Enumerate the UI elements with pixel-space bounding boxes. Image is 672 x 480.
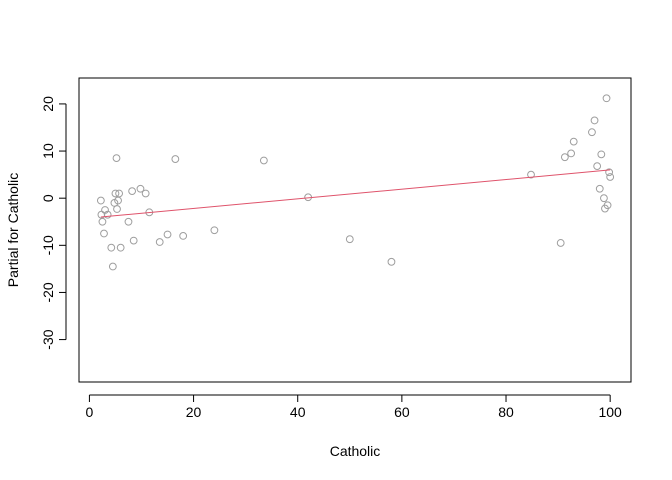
- data-point: [98, 217, 107, 226]
- x-tick-label: 80: [498, 404, 514, 420]
- data-point: [116, 243, 125, 252]
- data-point: [603, 201, 612, 210]
- y-tick-label: 20: [40, 96, 56, 112]
- data-point: [556, 239, 565, 247]
- data-point: [602, 94, 611, 103]
- data-point: [129, 236, 138, 245]
- y-tick-label: -10: [40, 235, 56, 255]
- data-point: [606, 173, 615, 181]
- x-tick-label: 60: [394, 404, 410, 420]
- data-point: [101, 206, 109, 214]
- plot-frame: [78, 77, 632, 383]
- data-point: [210, 226, 219, 235]
- fit-line-group: [100, 169, 611, 218]
- y-axis-label: Partial for Catholic: [5, 173, 21, 287]
- data-point: [597, 150, 606, 159]
- data-point: [569, 137, 578, 146]
- data-point: [103, 210, 112, 219]
- y-tick-label: 0: [40, 194, 56, 202]
- data-point: [588, 128, 596, 137]
- x-tick-label: 0: [86, 404, 94, 420]
- x-tick-label: 100: [598, 404, 622, 420]
- x-tick-label: 20: [186, 404, 202, 420]
- fit-line: [100, 169, 611, 218]
- y-tick-label: 10: [40, 143, 56, 159]
- data-point: [171, 155, 180, 163]
- data-point: [590, 116, 599, 125]
- data-point: [345, 235, 354, 244]
- y-tick-label: -20: [40, 282, 56, 302]
- data-point: [108, 262, 117, 271]
- data-point: [96, 196, 105, 205]
- data-point: [387, 257, 396, 266]
- data-point: [163, 230, 172, 239]
- data-point: [567, 149, 576, 158]
- data-point: [600, 194, 608, 203]
- data-point: [141, 189, 150, 198]
- data-point: [527, 170, 535, 179]
- data-point: [605, 168, 614, 177]
- data-point: [113, 205, 121, 213]
- data-point: [100, 229, 108, 238]
- data-point: [259, 156, 268, 165]
- x-axis-label: Catholic: [330, 443, 381, 459]
- data-point: [115, 189, 123, 198]
- data-point: [155, 238, 164, 246]
- data-point: [128, 187, 137, 196]
- data-point: [107, 243, 116, 252]
- data-point: [111, 189, 120, 198]
- data-points: [96, 94, 615, 271]
- y-axis: -30 -20 -10 0 10 20: [40, 96, 67, 350]
- data-point: [595, 184, 604, 193]
- data-point: [136, 184, 145, 193]
- data-point: [560, 153, 569, 162]
- y-tick-label: -30: [40, 329, 56, 349]
- data-point: [179, 231, 188, 240]
- data-point: [112, 154, 121, 163]
- x-tick-label: 40: [290, 404, 306, 420]
- data-point: [124, 217, 133, 226]
- x-axis: 0 20 40 60 80 100: [86, 394, 622, 420]
- data-point: [593, 162, 602, 171]
